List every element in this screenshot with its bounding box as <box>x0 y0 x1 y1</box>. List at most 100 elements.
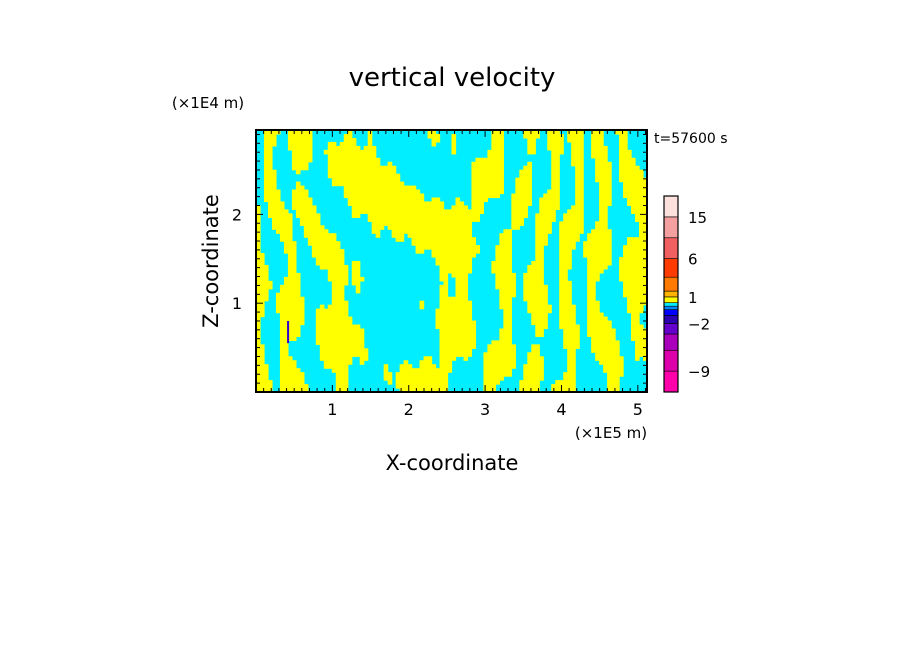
updraft-cell <box>271 181 277 187</box>
updraft-cell <box>295 312 301 318</box>
updraft-cell <box>535 332 540 338</box>
updraft-cell <box>463 316 469 322</box>
updraft-cell <box>403 229 409 234</box>
updraft-cell <box>519 181 524 187</box>
updraft-cell <box>467 308 473 314</box>
updraft-cell <box>503 284 508 290</box>
colorbar-segment <box>663 302 679 307</box>
updraft-cell <box>391 177 397 183</box>
updraft-cell <box>475 193 481 199</box>
updraft-cell <box>299 300 305 306</box>
updraft-cell <box>591 284 596 290</box>
updraft-cell <box>463 324 469 330</box>
updraft-cell <box>443 384 449 389</box>
updraft-cell <box>311 249 317 254</box>
x-axis-unit: (×1E5 m) <box>575 424 647 442</box>
colorbar-label: 1 <box>688 289 698 307</box>
updraft-cell <box>427 237 433 242</box>
updraft-cell <box>635 296 640 302</box>
updraft-cell <box>551 209 556 214</box>
updraft-cell <box>327 360 333 365</box>
updraft-cell <box>507 320 512 326</box>
updraft-cell <box>507 276 512 282</box>
updraft-cell <box>291 376 297 381</box>
updraft-cell <box>575 173 580 179</box>
updraft-cell <box>535 237 540 242</box>
updraft-cell <box>491 193 496 199</box>
updraft-cell <box>607 241 612 246</box>
updraft-cell <box>339 388 345 392</box>
updraft-cell <box>591 133 596 139</box>
updraft-cell <box>607 181 612 187</box>
updraft-cell <box>603 368 608 373</box>
updraft-cell <box>623 137 628 143</box>
updraft-cell <box>599 217 604 222</box>
updraft-cell <box>339 376 345 381</box>
updraft-cell <box>435 257 441 262</box>
updraft-cell <box>603 205 608 210</box>
updraft-cell <box>511 201 516 207</box>
updraft-cell <box>551 201 556 207</box>
updraft-cell <box>579 165 584 171</box>
updraft-cell <box>263 165 269 171</box>
updraft-cell <box>443 292 449 298</box>
updraft-cell <box>403 193 409 199</box>
updraft-cell <box>515 225 520 230</box>
updraft-cell <box>371 197 377 203</box>
updraft-cell <box>319 225 325 230</box>
updraft-cell <box>499 288 504 294</box>
updraft-cell <box>531 261 536 266</box>
updraft-cell <box>383 165 389 171</box>
updraft-cell <box>499 241 504 246</box>
updraft-cell <box>463 344 469 349</box>
updraft-cell <box>491 173 496 179</box>
updraft-cell <box>535 133 540 139</box>
updraft-cell <box>635 280 640 286</box>
updraft-cell <box>403 388 409 392</box>
updraft-cell <box>399 221 405 226</box>
updraft-cell <box>407 225 413 230</box>
updraft-cell <box>455 229 461 234</box>
updraft-cell <box>471 241 477 246</box>
updraft-cell <box>459 328 465 334</box>
updraft-cell <box>467 225 473 230</box>
updraft-cell <box>587 264 592 270</box>
updraft-cell <box>587 280 592 286</box>
updraft-cell <box>535 368 540 373</box>
updraft-cell <box>523 276 528 282</box>
updraft-cell <box>439 388 445 392</box>
updraft-cell <box>375 173 381 179</box>
updraft-cell <box>287 268 293 274</box>
updraft-cell <box>403 380 409 385</box>
updraft-cell <box>307 201 313 207</box>
updraft-cell <box>483 173 489 179</box>
updraft-cell <box>603 193 608 199</box>
updraft-cell <box>439 245 445 250</box>
updraft-cell <box>455 300 461 306</box>
updraft-cell <box>595 161 600 167</box>
updraft-cell <box>263 364 269 369</box>
updraft-cell <box>351 264 357 270</box>
updraft-cell <box>355 205 361 210</box>
updraft-cell <box>351 276 357 282</box>
updraft-cell <box>307 217 313 222</box>
updraft-cell <box>595 316 600 322</box>
updraft-cell <box>399 197 405 203</box>
updraft-cell <box>407 209 413 214</box>
updraft-cell <box>515 185 520 191</box>
updraft-cell <box>491 149 496 155</box>
updraft-cell <box>411 233 417 238</box>
updraft-cell <box>615 376 620 381</box>
updraft-cell <box>335 177 341 183</box>
updraft-cell <box>595 245 600 250</box>
updraft-cell <box>343 340 349 345</box>
updraft-cell <box>547 221 552 226</box>
updraft-cell <box>591 261 596 266</box>
updraft-cell <box>599 197 604 203</box>
updraft-cell <box>331 312 337 318</box>
updraft-cell <box>415 229 421 234</box>
updraft-cell <box>623 284 628 290</box>
updraft-cell <box>283 340 289 345</box>
updraft-cell <box>531 388 536 392</box>
updraft-cell <box>499 185 504 191</box>
